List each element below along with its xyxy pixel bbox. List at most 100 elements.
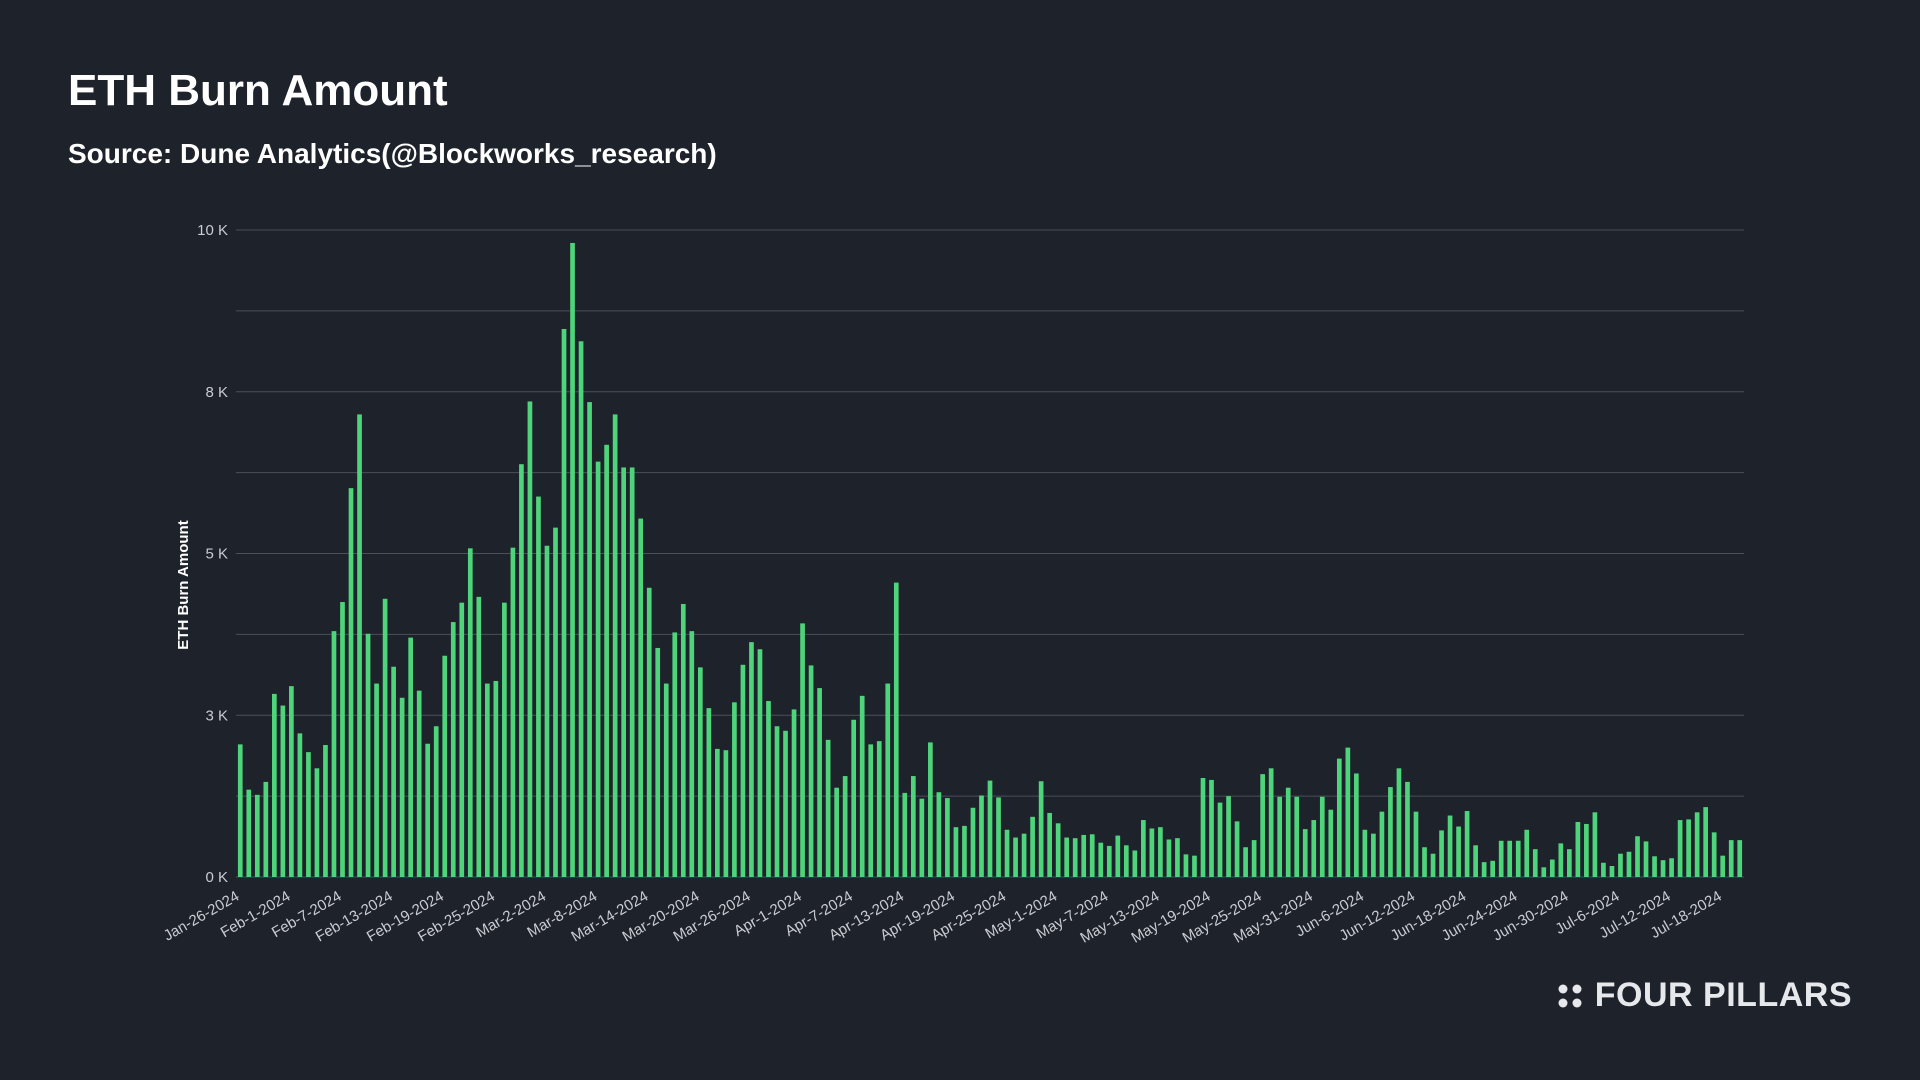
bar — [1158, 827, 1163, 877]
chart-subtitle: Source: Dune Analytics(@Blockworks_resea… — [68, 138, 717, 169]
bar — [1720, 855, 1726, 877]
bar — [263, 781, 269, 877]
bar — [817, 688, 822, 877]
bar — [1132, 850, 1138, 877]
bar — [1549, 859, 1555, 877]
bars — [237, 242, 1743, 878]
bar — [1635, 836, 1640, 877]
bar — [1217, 802, 1223, 877]
bar — [1294, 796, 1300, 877]
bar — [1558, 843, 1564, 877]
bar — [1652, 856, 1657, 877]
bar — [493, 680, 499, 877]
bar — [1089, 834, 1095, 877]
bar — [1677, 820, 1683, 877]
bar — [1626, 851, 1632, 877]
bar — [1669, 858, 1674, 877]
bar — [655, 647, 661, 877]
y-axis-label: ETH Burn Amount — [175, 520, 192, 649]
bar — [570, 242, 575, 877]
bar — [433, 726, 439, 877]
bar — [1379, 811, 1385, 877]
bar — [723, 750, 729, 877]
bar — [348, 488, 354, 877]
bar — [697, 667, 703, 877]
bar — [510, 547, 516, 877]
bar — [987, 780, 993, 877]
bar — [1175, 838, 1180, 877]
bar — [1728, 840, 1734, 877]
bar — [391, 666, 396, 877]
bar — [749, 642, 754, 877]
bar — [859, 695, 865, 877]
bar — [1507, 840, 1513, 877]
bar — [382, 598, 388, 877]
bar — [1584, 823, 1589, 877]
bar — [663, 683, 669, 877]
bar — [476, 596, 482, 877]
brand-logo: FOUR PILLARS — [1557, 976, 1852, 1015]
bar — [885, 683, 891, 877]
bar — [374, 683, 379, 877]
bar — [1243, 847, 1248, 877]
bar — [1567, 849, 1572, 877]
bar — [740, 664, 746, 877]
bar — [272, 693, 277, 877]
bar — [1072, 838, 1078, 877]
bar — [416, 690, 422, 877]
bar — [1703, 807, 1709, 877]
bar — [1115, 835, 1121, 877]
bar — [1388, 787, 1393, 877]
bar — [1038, 781, 1044, 877]
bar — [979, 795, 984, 877]
bar — [1234, 821, 1240, 877]
bar — [672, 632, 678, 877]
bar — [1354, 773, 1359, 877]
bar — [945, 798, 950, 877]
four-dots-icon — [1558, 984, 1582, 1007]
bar — [331, 631, 337, 877]
bar — [1541, 867, 1547, 877]
bar — [1004, 829, 1010, 877]
bar — [1694, 812, 1700, 877]
bar — [783, 730, 788, 877]
y-tick-label: 8 K — [205, 384, 228, 401]
bar — [774, 726, 780, 877]
bar — [766, 701, 771, 877]
bar — [519, 464, 524, 877]
x-axis-ticks: Jan-26-2024Feb-1-2024Feb-7-2024Feb-13-20… — [161, 888, 1725, 947]
bar — [970, 807, 976, 877]
bar — [1430, 853, 1436, 877]
bar — [1013, 837, 1018, 877]
bar — [706, 708, 712, 877]
bar — [323, 745, 328, 877]
bar — [365, 633, 371, 877]
bar — [629, 467, 635, 877]
bar — [425, 743, 431, 877]
bar — [237, 744, 243, 877]
bar — [1200, 778, 1206, 877]
bar — [1030, 816, 1035, 877]
bar — [484, 683, 490, 877]
bar — [1737, 840, 1743, 877]
bar — [1575, 822, 1581, 877]
bar — [621, 467, 626, 877]
bar — [680, 603, 686, 877]
bar — [1226, 796, 1231, 878]
bar — [996, 797, 1001, 877]
bar — [910, 776, 916, 877]
bar — [595, 461, 601, 877]
bar — [1490, 860, 1496, 877]
bar — [1618, 853, 1623, 877]
bar — [1660, 860, 1666, 877]
y-tick-label: 3 K — [205, 707, 228, 724]
bar — [1106, 845, 1112, 877]
bar — [1371, 833, 1376, 877]
bar — [842, 776, 848, 877]
bar — [1422, 847, 1427, 877]
bar — [1396, 768, 1402, 877]
y-axis-ticks: 0 K 3 K 5 K 8 K 10 K — [197, 222, 228, 886]
bar — [1498, 840, 1504, 877]
